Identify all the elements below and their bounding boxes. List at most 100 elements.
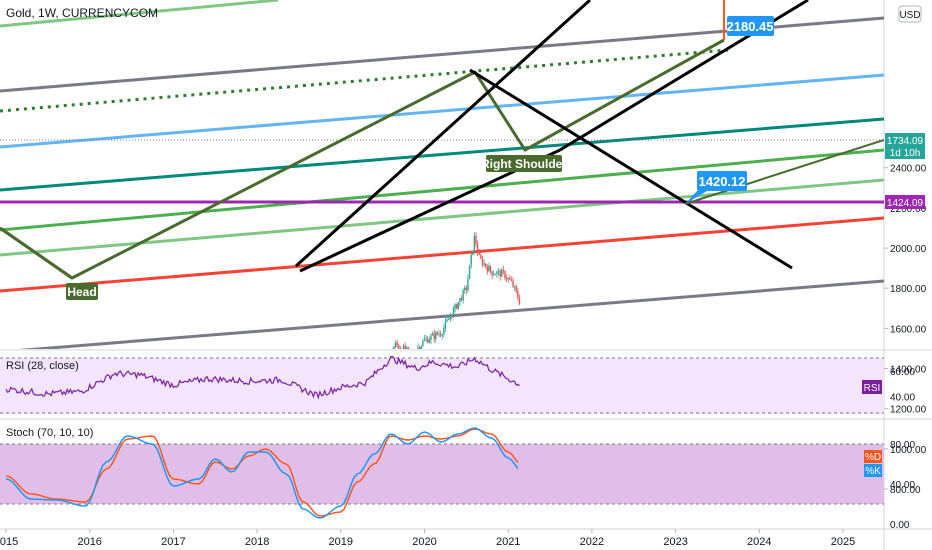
black-wedge-upper[interactable] [294, 0, 592, 268]
last-price-text: 1734.09 [887, 136, 924, 147]
target-projection-line[interactable] [684, 139, 884, 205]
stoch-k-legend-text: %K [865, 466, 881, 477]
candle-body [484, 263, 487, 267]
candle-body [462, 290, 464, 301]
trendlines-layer [0, 0, 884, 352]
trendline-teal[interactable] [0, 117, 884, 192]
candle-body [449, 316, 451, 320]
candle-body [504, 271, 506, 279]
candle-body [488, 265, 490, 272]
candle-body [499, 270, 501, 277]
bar-timer-text: 1d 10h [890, 148, 921, 159]
rsi-series-line[interactable] [5, 355, 520, 400]
price-tick-label: 1800.00 [890, 284, 927, 295]
candle-body [406, 347, 408, 349]
target-lower-label-text: 1420.12 [699, 174, 746, 189]
candle-body [422, 340, 424, 347]
candle-body [481, 258, 484, 265]
time-tick-label: 2025 [831, 536, 855, 548]
candle-body [472, 251, 474, 255]
pattern-layer [0, 0, 884, 280]
rsi-pane[interactable] [0, 355, 884, 415]
candle-body [475, 235, 477, 244]
candle-body [404, 345, 406, 349]
trendline-dotted-green[interactable] [0, 48, 729, 113]
candle-body [454, 304, 456, 309]
rsi-band [0, 358, 884, 414]
pattern-left-leg[interactable] [0, 226, 73, 280]
time-tick-label: 2024 [747, 536, 771, 548]
candle-body [497, 270, 500, 272]
candle-body [435, 332, 437, 339]
time-tick-label: 2021 [496, 536, 520, 548]
candle-body [407, 347, 410, 349]
right-shoulder-label[interactable]: Right Shoulder [481, 155, 567, 172]
candle-body [494, 274, 497, 276]
candle-body [431, 333, 434, 336]
horizontal-level-marker[interactable]: 1424.09 [885, 195, 925, 209]
candle-body [396, 342, 398, 346]
head-label[interactable]: Head [66, 283, 98, 300]
currency-badge[interactable]: USD [898, 5, 922, 23]
candle-body [464, 287, 466, 291]
candle-body [473, 235, 476, 252]
price-tick-label: 800.00 [890, 485, 921, 496]
rsi-badge[interactable]: RSI [862, 380, 882, 394]
candle-body [394, 342, 397, 347]
trendline-green[interactable] [0, 148, 884, 232]
candle-body [438, 334, 440, 335]
candle-body [467, 278, 469, 291]
trendline-light-green-lower[interactable] [0, 178, 884, 257]
candle-body [491, 271, 493, 276]
rsi-tick-label: 60.00 [890, 367, 915, 378]
price-tick-label: 2200.00 [890, 204, 927, 215]
target-upper-label-text: 2180.45 [727, 19, 774, 34]
candle-body [418, 347, 421, 349]
target-upper-label[interactable]: 2180.45 [727, 16, 775, 36]
candle-body [446, 319, 448, 322]
rsi-axis: 40.00 60.00 [890, 367, 915, 404]
stoch-k-line[interactable] [5, 427, 519, 519]
price-tick-label: 1600.00 [890, 324, 927, 335]
price-tick-label: 2000.00 [890, 244, 927, 255]
price-tick-label: 1200.00 [890, 405, 927, 416]
black-down-trendline[interactable] [469, 68, 793, 270]
trendline-light-green-upper[interactable] [0, 0, 279, 28]
candles-layer [391, 231, 521, 349]
candle-body [398, 345, 400, 349]
candle-body [452, 308, 455, 318]
trendline-red[interactable] [0, 216, 884, 293]
candle-body [430, 335, 432, 341]
rsi-tick-label: 40.00 [890, 393, 915, 404]
candle-body [507, 278, 509, 280]
trendline-grey-lower[interactable] [0, 279, 884, 352]
price-pane[interactable]: Head Right Shoulder 2180.45 1420.12 [0, 0, 884, 442]
candle-body [476, 243, 479, 254]
last-price-marker[interactable]: 1734.09 1d 10h [885, 133, 925, 159]
time-axis[interactable]: 2015 2016 2017 2018 2019 2020 2021 2022 2023 2024… [0, 529, 855, 548]
candle-body [423, 339, 426, 341]
trendline-blue[interactable] [0, 73, 884, 149]
symbol-title[interactable]: Gold, 1W, CURRENCYCOM [6, 6, 158, 20]
stoch-pane[interactable] [0, 427, 884, 519]
stoch-legend-d[interactable]: %D [864, 450, 882, 463]
time-tick-label: 2017 [161, 536, 185, 548]
candle-body [512, 280, 514, 287]
candle-body [402, 345, 405, 349]
price-axis[interactable]: 800.00 1000.00 1200.00 1400.00 1600.00 1800.0… [884, 164, 927, 496]
rsi-title[interactable]: RSI (28, close) [6, 360, 79, 372]
candle-body [470, 254, 472, 266]
price-tick-label: 2400.00 [890, 164, 927, 175]
stoch-title[interactable]: Stoch (70, 10, 10) [6, 427, 93, 439]
time-tick-label: 2022 [580, 536, 604, 548]
target-lower-label[interactable]: 1420.12 [685, 171, 747, 204]
stoch-legend-k[interactable]: %K [864, 464, 882, 477]
currency-badge-text: USD [899, 10, 920, 21]
candle-body [483, 263, 485, 265]
candle-body [510, 279, 513, 281]
candle-body [417, 347, 419, 349]
candle-body [457, 302, 460, 309]
candle-body [425, 338, 427, 340]
candle-body [496, 271, 498, 275]
